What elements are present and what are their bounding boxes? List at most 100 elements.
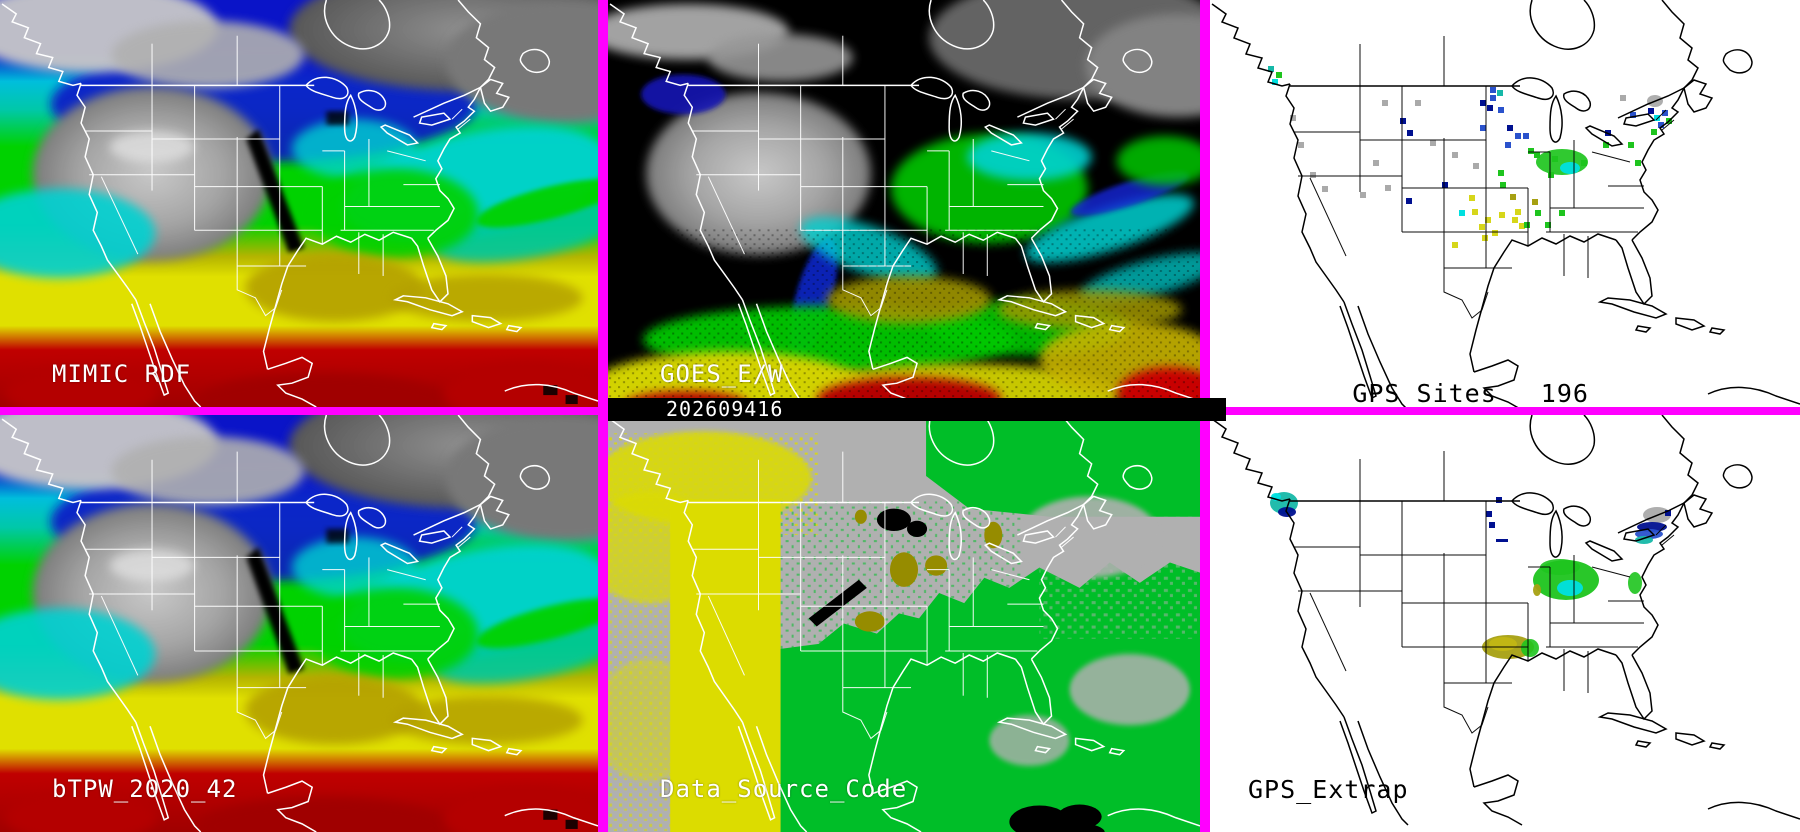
- gps-site-dot: [1489, 522, 1495, 528]
- gps-sites-dots: [1268, 66, 1672, 248]
- gps-sites-map-art: [1211, 0, 1800, 407]
- gps-site-dot: [1487, 105, 1493, 111]
- gps-site-dot: [1479, 224, 1485, 230]
- gps-site-dot: [1559, 210, 1565, 216]
- gps-site-dot: [1469, 195, 1475, 201]
- gps-site-dot: [1496, 539, 1508, 542]
- panel-gps-sites[interactable]: GPS Sites 196: [1210, 0, 1800, 407]
- gps-site-dot: [1651, 129, 1657, 135]
- panel-label-mimic: MIMIC RDF: [52, 360, 192, 388]
- panel-data-source[interactable]: Data_Source_Code: [608, 415, 1200, 832]
- gps-site-dot: [1406, 198, 1412, 204]
- panel-mimic[interactable]: MIMIC RDF: [0, 0, 598, 407]
- panel-gps-extrap[interactable]: GPS_Extrap: [1210, 415, 1800, 832]
- gps-sites-label: GPS Sites: [1352, 379, 1497, 407]
- gps-extrap-region: [1521, 639, 1539, 657]
- gps-site-dot: [1452, 242, 1458, 248]
- gps-site-dot: [1552, 156, 1558, 162]
- gps-site-dot: [1452, 152, 1458, 158]
- gps-site-dot: [1512, 217, 1518, 223]
- gps-site-dot: [1548, 172, 1554, 178]
- gps-site-dot: [1290, 115, 1296, 121]
- gps-site-dot: [1473, 163, 1479, 169]
- btpw-map-art: [0, 415, 598, 832]
- gps-site-dot: [1272, 79, 1278, 85]
- gps-site-dot: [1496, 497, 1502, 503]
- gps-site-dot: [1532, 199, 1538, 205]
- panel-label-goes: GOES_E/W: [660, 360, 784, 388]
- panel-goes[interactable]: GOES_E/W: [608, 0, 1200, 407]
- gps-site-dot: [1472, 209, 1478, 215]
- gps-site-dot: [1515, 209, 1521, 215]
- gps-site-dot: [1322, 186, 1328, 192]
- gps-site-dot: [1534, 152, 1540, 158]
- panel-label-data-source: Data_Source_Code: [660, 775, 908, 803]
- gps-site-dot: [1298, 142, 1304, 148]
- goes-map-art: [608, 0, 1200, 407]
- gps-site-dot: [1507, 125, 1513, 131]
- gps-extrap-region: [1635, 536, 1653, 544]
- gps-site-dot: [1373, 160, 1379, 166]
- gps-site-dot: [1505, 142, 1511, 148]
- gps-site-dot: [1665, 510, 1671, 516]
- panel-btpw[interactable]: bTPW_2020_42: [0, 415, 598, 832]
- data-source-map-art: [608, 415, 1200, 832]
- gps-site-dot: [1535, 210, 1541, 216]
- gps-site-dot: [1490, 95, 1496, 101]
- panel-label-gps-sites: GPS Sites 196: [1256, 356, 1589, 407]
- gps-site-dot: [1498, 170, 1504, 176]
- timestamp-bar: 202609416: [608, 398, 1226, 421]
- gps-site-dot: [1499, 212, 1505, 218]
- gps-site-dot: [1442, 182, 1448, 188]
- gps-site-dot: [1545, 222, 1551, 228]
- gps-sites-regions: [1536, 95, 1663, 175]
- gps-extrap-map-art: [1211, 415, 1800, 826]
- gps-sites-count: 196: [1540, 379, 1589, 407]
- gps-site-dot: [1620, 95, 1626, 101]
- gps-site-dot: [1635, 160, 1641, 166]
- gps-site-dot: [1498, 107, 1504, 113]
- timestamp-value: 202609416: [666, 397, 784, 421]
- gps-site-dot: [1492, 230, 1498, 236]
- gps-site-dot: [1400, 118, 1406, 124]
- gps-extrap-region: [1557, 580, 1583, 596]
- gps-site-dot: [1268, 66, 1274, 72]
- gps-site-dot: [1515, 133, 1521, 139]
- gps-site-dot: [1407, 130, 1413, 136]
- panel-label-btpw: bTPW_2020_42: [52, 775, 238, 803]
- gps-extrap-region: [1533, 584, 1541, 596]
- mimic-map-art: [0, 0, 598, 407]
- gps-extrap-region: [1489, 637, 1517, 651]
- gps-extrap-region: [1628, 572, 1642, 594]
- gps-site-dot: [1480, 100, 1486, 106]
- gps-site-dot: [1628, 142, 1634, 148]
- gps-site-dot: [1480, 125, 1486, 131]
- gps-site-dot: [1360, 192, 1366, 198]
- gps-site-dot: [1490, 87, 1496, 93]
- gps-site-dot: [1459, 210, 1465, 216]
- gps-site-dot: [1385, 185, 1391, 191]
- gps-extrap-region: [1560, 162, 1580, 174]
- gps-site-dot: [1648, 108, 1654, 114]
- panel-divider-vertical-left: [598, 0, 608, 832]
- gps-site-dot: [1658, 122, 1664, 128]
- gps-site-dot: [1528, 148, 1534, 154]
- gps-site-dot: [1276, 72, 1282, 78]
- gps-site-dot: [1310, 172, 1316, 178]
- gps-site-dot: [1415, 100, 1421, 106]
- gps-site-dot: [1519, 223, 1525, 229]
- gps-site-dot: [1430, 140, 1436, 146]
- gps-site-dot: [1581, 160, 1587, 166]
- gps-extrap-regions: [1270, 492, 1671, 659]
- gps-site-dot: [1523, 133, 1529, 139]
- gps-site-dot: [1500, 182, 1506, 188]
- gps-site-dot: [1630, 112, 1636, 118]
- gps-site-dot: [1485, 217, 1491, 223]
- gps-extrap-dots: [1486, 497, 1671, 542]
- gps-site-dot: [1603, 142, 1609, 148]
- gps-site-dot: [1486, 511, 1492, 517]
- gps-site-dot: [1654, 115, 1660, 121]
- gps-site-dot: [1510, 194, 1516, 200]
- gps-site-dot: [1482, 235, 1488, 241]
